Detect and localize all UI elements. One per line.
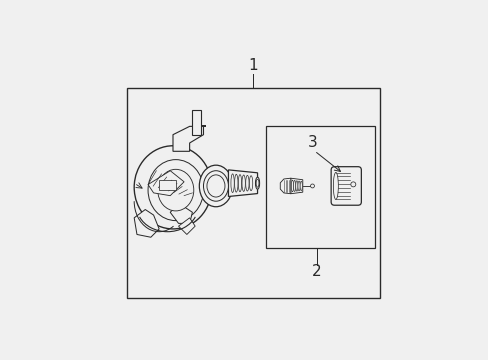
Ellipse shape — [249, 176, 252, 191]
Circle shape — [310, 184, 314, 188]
Ellipse shape — [256, 179, 259, 187]
Polygon shape — [134, 210, 159, 237]
Polygon shape — [290, 178, 302, 194]
Polygon shape — [280, 178, 290, 194]
Polygon shape — [148, 171, 183, 196]
Ellipse shape — [295, 181, 297, 191]
Ellipse shape — [134, 146, 211, 229]
Ellipse shape — [245, 175, 248, 191]
Ellipse shape — [203, 171, 228, 201]
Bar — [159, 180, 175, 190]
Polygon shape — [178, 218, 195, 234]
Ellipse shape — [158, 169, 193, 211]
Text: 2: 2 — [312, 264, 321, 279]
Ellipse shape — [333, 172, 338, 199]
Ellipse shape — [199, 165, 232, 207]
FancyBboxPatch shape — [330, 167, 361, 205]
Text: 3: 3 — [307, 135, 317, 150]
Circle shape — [350, 182, 355, 187]
Ellipse shape — [291, 180, 293, 192]
Ellipse shape — [230, 174, 234, 193]
Ellipse shape — [242, 175, 245, 192]
Polygon shape — [228, 170, 257, 197]
Ellipse shape — [255, 177, 259, 189]
Ellipse shape — [293, 180, 295, 192]
Ellipse shape — [206, 175, 224, 197]
Text: 1: 1 — [248, 58, 258, 73]
Ellipse shape — [297, 181, 300, 191]
Polygon shape — [192, 110, 200, 135]
Ellipse shape — [148, 159, 203, 221]
Bar — [127, 87, 379, 298]
Bar — [265, 126, 375, 248]
Polygon shape — [173, 126, 203, 151]
Ellipse shape — [238, 175, 241, 192]
Polygon shape — [170, 207, 192, 223]
Ellipse shape — [300, 181, 302, 190]
Ellipse shape — [234, 174, 238, 192]
